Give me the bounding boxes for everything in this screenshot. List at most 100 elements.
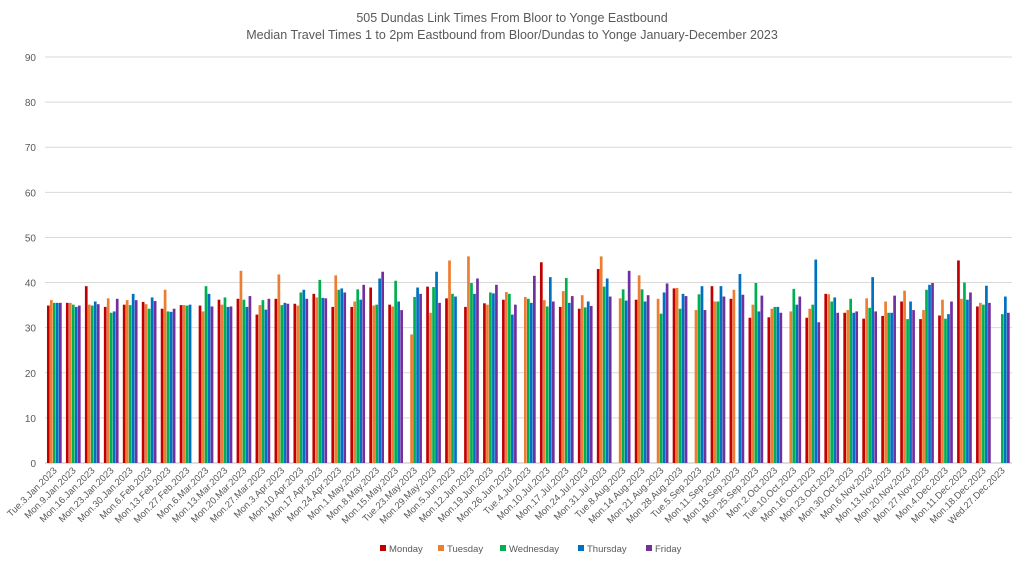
bar-wednesday xyxy=(716,301,720,463)
bar-friday xyxy=(969,292,972,463)
bar-friday xyxy=(722,296,726,463)
bar-wednesday xyxy=(166,311,170,463)
bar-friday xyxy=(77,305,81,463)
bar-tuesday xyxy=(941,299,944,463)
bar-monday xyxy=(388,304,391,463)
bar-monday xyxy=(84,286,88,463)
bar-tuesday xyxy=(486,304,489,463)
bar-tuesday xyxy=(277,274,281,463)
bar-friday xyxy=(893,295,896,463)
bar-monday xyxy=(577,308,581,463)
bar-thursday xyxy=(757,311,761,463)
bar-tuesday xyxy=(106,298,110,463)
bar-monday xyxy=(141,301,145,463)
bar-thursday xyxy=(264,309,268,463)
legend-swatch xyxy=(438,545,444,551)
bar-thursday xyxy=(473,293,476,463)
bar-friday xyxy=(115,298,119,463)
bar-monday xyxy=(293,303,297,463)
bar-tuesday xyxy=(656,298,660,463)
bar-thursday xyxy=(150,297,154,463)
bar-thursday xyxy=(359,299,363,463)
bar-wednesday xyxy=(963,282,966,463)
bar-wednesday xyxy=(697,294,701,463)
bar-wednesday xyxy=(299,292,303,463)
bar-thursday xyxy=(169,311,173,463)
bar-tuesday xyxy=(732,289,736,463)
bar-wednesday xyxy=(280,305,284,463)
bar-wednesday xyxy=(906,319,909,463)
bar-monday xyxy=(767,317,771,463)
bar-monday xyxy=(596,269,600,463)
bar-tuesday xyxy=(524,296,527,463)
bar-friday xyxy=(172,308,176,463)
bar-tuesday xyxy=(960,298,963,463)
bar-tuesday xyxy=(410,334,413,463)
bar-monday xyxy=(710,286,714,463)
bar-monday xyxy=(957,260,960,463)
legend-item-tuesday: Tuesday xyxy=(438,544,483,555)
bar-wednesday xyxy=(659,313,663,463)
bar-wednesday xyxy=(489,292,492,463)
bar-tuesday xyxy=(979,302,982,463)
bar-monday xyxy=(445,298,448,463)
bar-tuesday xyxy=(467,256,470,463)
bar-tuesday xyxy=(922,310,925,463)
bar-tuesday xyxy=(353,301,357,463)
bar-tuesday xyxy=(694,310,698,463)
bar-friday xyxy=(703,310,707,463)
bar-wednesday xyxy=(223,297,227,463)
bar-thursday xyxy=(93,301,97,463)
bar-friday xyxy=(267,298,271,463)
bar-tuesday xyxy=(125,300,129,463)
legend-item-monday: Monday xyxy=(380,544,423,555)
bar-thursday xyxy=(852,312,856,463)
bar-monday xyxy=(843,312,847,463)
bar-tuesday xyxy=(220,304,224,463)
legend-label: Wednesday xyxy=(509,544,559,555)
bar-wednesday xyxy=(982,304,985,463)
bar-thursday xyxy=(928,284,931,463)
bar-friday xyxy=(912,310,915,463)
legend-label: Tuesday xyxy=(447,544,483,555)
bar-wednesday xyxy=(185,305,189,463)
legend-item-thursday: Thursday xyxy=(578,544,627,555)
bar-monday xyxy=(881,315,884,463)
bar-friday xyxy=(665,283,669,463)
y-tick-label: 60 xyxy=(25,188,37,199)
bar-tuesday xyxy=(448,260,451,463)
bar-tuesday xyxy=(561,291,565,463)
bar-friday xyxy=(495,284,498,463)
bar-tuesday xyxy=(903,290,906,463)
bar-wednesday xyxy=(925,289,928,463)
legend-swatch xyxy=(380,545,386,551)
bar-thursday xyxy=(112,311,116,463)
bar-wednesday xyxy=(583,307,587,463)
bar-wednesday xyxy=(204,286,208,463)
bar-thursday xyxy=(207,293,211,463)
bar-monday xyxy=(255,314,259,463)
bar-friday xyxy=(817,322,821,463)
bar-tuesday xyxy=(770,308,774,463)
bar-tuesday xyxy=(751,304,755,463)
bar-tuesday xyxy=(505,292,508,463)
legend-swatch xyxy=(578,545,584,551)
bar-friday xyxy=(438,302,441,463)
bar-friday xyxy=(362,284,366,463)
bar-thursday xyxy=(871,277,874,463)
bar-thursday xyxy=(776,306,780,463)
bar-friday xyxy=(153,301,157,463)
bar-thursday xyxy=(909,301,912,463)
bar-monday xyxy=(122,304,126,463)
y-axis: 0 10 20 30 40 50 60 70 80 90 xyxy=(25,53,37,470)
bar-friday xyxy=(608,296,612,463)
bar-monday xyxy=(236,298,240,463)
bar-tuesday xyxy=(808,308,812,463)
bar-friday xyxy=(1007,312,1010,463)
bar-monday xyxy=(748,317,752,463)
bar-tuesday xyxy=(884,301,887,463)
bar-friday xyxy=(476,278,479,463)
bar-thursday xyxy=(1004,296,1007,463)
bar-wednesday xyxy=(527,298,530,463)
